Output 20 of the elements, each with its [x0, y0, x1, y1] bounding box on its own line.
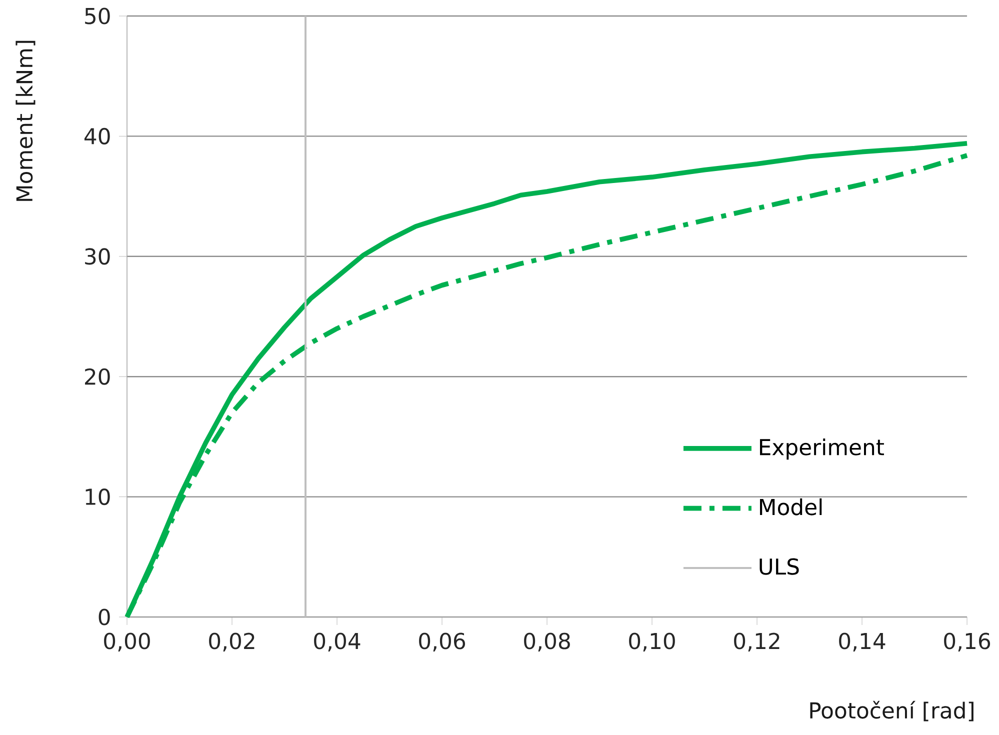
x-tick-label: 0,12 — [734, 632, 780, 652]
x-tick-label: 0,14 — [839, 632, 886, 652]
x-tick-label: 0,06 — [419, 632, 466, 652]
y-tick-label: 30 — [85, 248, 110, 265]
y-tick-label: 50 — [85, 8, 110, 24]
x-tick-label: 0,04 — [314, 632, 360, 652]
legend-label: Experiment — [760, 438, 884, 460]
y-tick-label: 40 — [84, 128, 110, 144]
x-tick-label: 0,10 — [629, 632, 675, 652]
x-axis-title: Pootočení [rad] — [810, 700, 974, 722]
x-tick-label: 0,16 — [944, 632, 990, 652]
y-tick-label: 0 — [98, 608, 110, 626]
legend-label: ULS — [760, 558, 799, 575]
legend-label: Model — [760, 498, 822, 516]
y-tick-label: 10 — [86, 488, 110, 506]
x-tick-label: 0,08 — [524, 632, 570, 652]
y-tick-label: 20 — [85, 368, 110, 385]
x-tick-label: 0,00 — [104, 632, 150, 652]
y-axis-title: Moment [kNm] — [16, 40, 36, 201]
x-tick-label: 0,02 — [209, 632, 254, 652]
